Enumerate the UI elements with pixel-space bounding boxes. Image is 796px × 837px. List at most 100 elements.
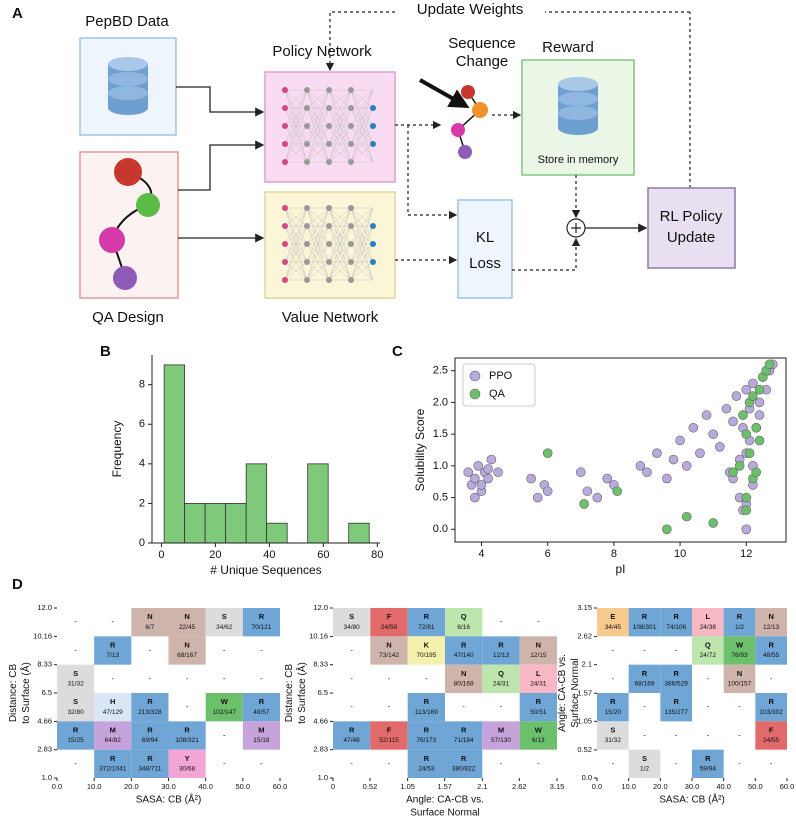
- empty-cell: -: [223, 645, 226, 654]
- empty-cell: -: [388, 674, 391, 683]
- cell-count: 15/25: [67, 737, 84, 744]
- empty-cell: -: [707, 730, 710, 739]
- heat-cell: [205, 693, 243, 722]
- cell-count: 100/157: [728, 681, 752, 688]
- heat-cell: [660, 608, 692, 637]
- cell-residue: L: [536, 669, 541, 678]
- heat-cell: [723, 636, 756, 665]
- plus-sign: [571, 223, 581, 233]
- point: [476, 480, 487, 490]
- y-tick-label: 2.62: [577, 632, 592, 641]
- empty-cell: -: [612, 759, 615, 768]
- nn-edge: [328, 89, 352, 109]
- cell-residue: Q: [461, 612, 467, 621]
- rl-label: Update: [667, 229, 715, 246]
- nn-edge: [284, 89, 308, 109]
- point: [542, 486, 553, 497]
- cell-count: 64/82: [105, 737, 122, 744]
- nn-edge: [328, 207, 352, 263]
- point: [463, 467, 474, 478]
- nn-edge: [350, 89, 374, 127]
- x-tick-label: 40.0: [198, 782, 213, 791]
- cell-residue: R: [259, 612, 265, 621]
- cell-residue: R: [642, 669, 648, 678]
- heat-cell: [57, 721, 95, 750]
- y-tick-label: 8.33: [37, 660, 52, 669]
- legend-box: [462, 363, 536, 407]
- nn-edge: [306, 89, 330, 127]
- heat-cell: [370, 721, 408, 750]
- nn-node: [304, 159, 310, 165]
- panel-label: A: [12, 5, 23, 22]
- nn-edge: [284, 207, 308, 281]
- nn-node: [370, 141, 376, 147]
- point: [748, 391, 758, 401]
- nn-node: [370, 259, 376, 265]
- cell-residue: W: [535, 725, 543, 734]
- cell-residue: R: [73, 725, 79, 734]
- nn-edge: [306, 261, 330, 281]
- y-tick-label: 1.57: [577, 688, 592, 697]
- nn-edge: [306, 107, 330, 163]
- nn-node: [282, 87, 288, 93]
- y-tick-label: 4.66: [37, 716, 52, 725]
- x-tick-label: 10.0: [87, 782, 102, 791]
- nn-edge: [350, 207, 374, 263]
- empty-cell: -: [500, 702, 503, 711]
- nn-edge: [306, 207, 330, 227]
- cell-residue: M: [498, 725, 504, 734]
- nn-node: [348, 87, 354, 93]
- empty-cell: -: [425, 674, 428, 683]
- nn-node: [348, 241, 354, 247]
- nn-node: [304, 241, 310, 247]
- nn-edge: [350, 89, 374, 163]
- bar: [348, 522, 370, 544]
- heat-cell: [242, 693, 280, 722]
- cell-residue: N: [184, 640, 189, 649]
- nn-node: [282, 159, 288, 165]
- cell-count: 213/328: [138, 709, 162, 716]
- cell-residue: Q: [498, 669, 504, 678]
- nn-node: [326, 241, 332, 247]
- heat-cell: [628, 749, 661, 778]
- x-tick-label: 2.62: [512, 782, 527, 791]
- point: [714, 442, 725, 452]
- x-axis-label: Angle: CA-CB vs.: [406, 795, 484, 806]
- cell-count: 59/94: [700, 766, 717, 773]
- point: [728, 467, 738, 478]
- empty-cell: -: [186, 702, 189, 711]
- nn-edge: [284, 243, 308, 281]
- cell-residue: R: [461, 725, 467, 734]
- empty-cell: -: [770, 759, 773, 768]
- x-tick-label: 6: [545, 548, 551, 560]
- change-arrow: [419, 78, 470, 108]
- x-tick-label: 40: [263, 549, 275, 561]
- x-tick-label: 0.0: [52, 782, 62, 791]
- nn-edge: [350, 107, 374, 163]
- nn-node: [326, 223, 332, 229]
- empty-cell: -: [707, 702, 710, 711]
- cell-residue: N: [737, 669, 742, 678]
- nn-node: [282, 205, 288, 211]
- cell-count: 24/53: [418, 766, 435, 773]
- nn-node: [282, 141, 288, 147]
- point: [754, 410, 765, 420]
- kl-box: [457, 199, 513, 299]
- empty-cell: -: [643, 702, 646, 711]
- y-tick-label: 6.5: [318, 688, 328, 697]
- bar: [307, 463, 329, 544]
- point: [470, 492, 480, 503]
- heat-cell: [445, 749, 483, 778]
- y-tick-label: 2.1: [582, 660, 592, 669]
- residue: [451, 123, 465, 137]
- empty-cell: -: [74, 617, 77, 626]
- y-tick-label: 12.0: [313, 603, 328, 612]
- x-tick-label: 60.0: [780, 782, 795, 791]
- heat-cell: [242, 608, 280, 637]
- point: [754, 435, 765, 446]
- arrow: [407, 125, 458, 220]
- cell-count: 48/55: [763, 652, 780, 659]
- point: [681, 461, 692, 471]
- heat-cell: [168, 749, 206, 778]
